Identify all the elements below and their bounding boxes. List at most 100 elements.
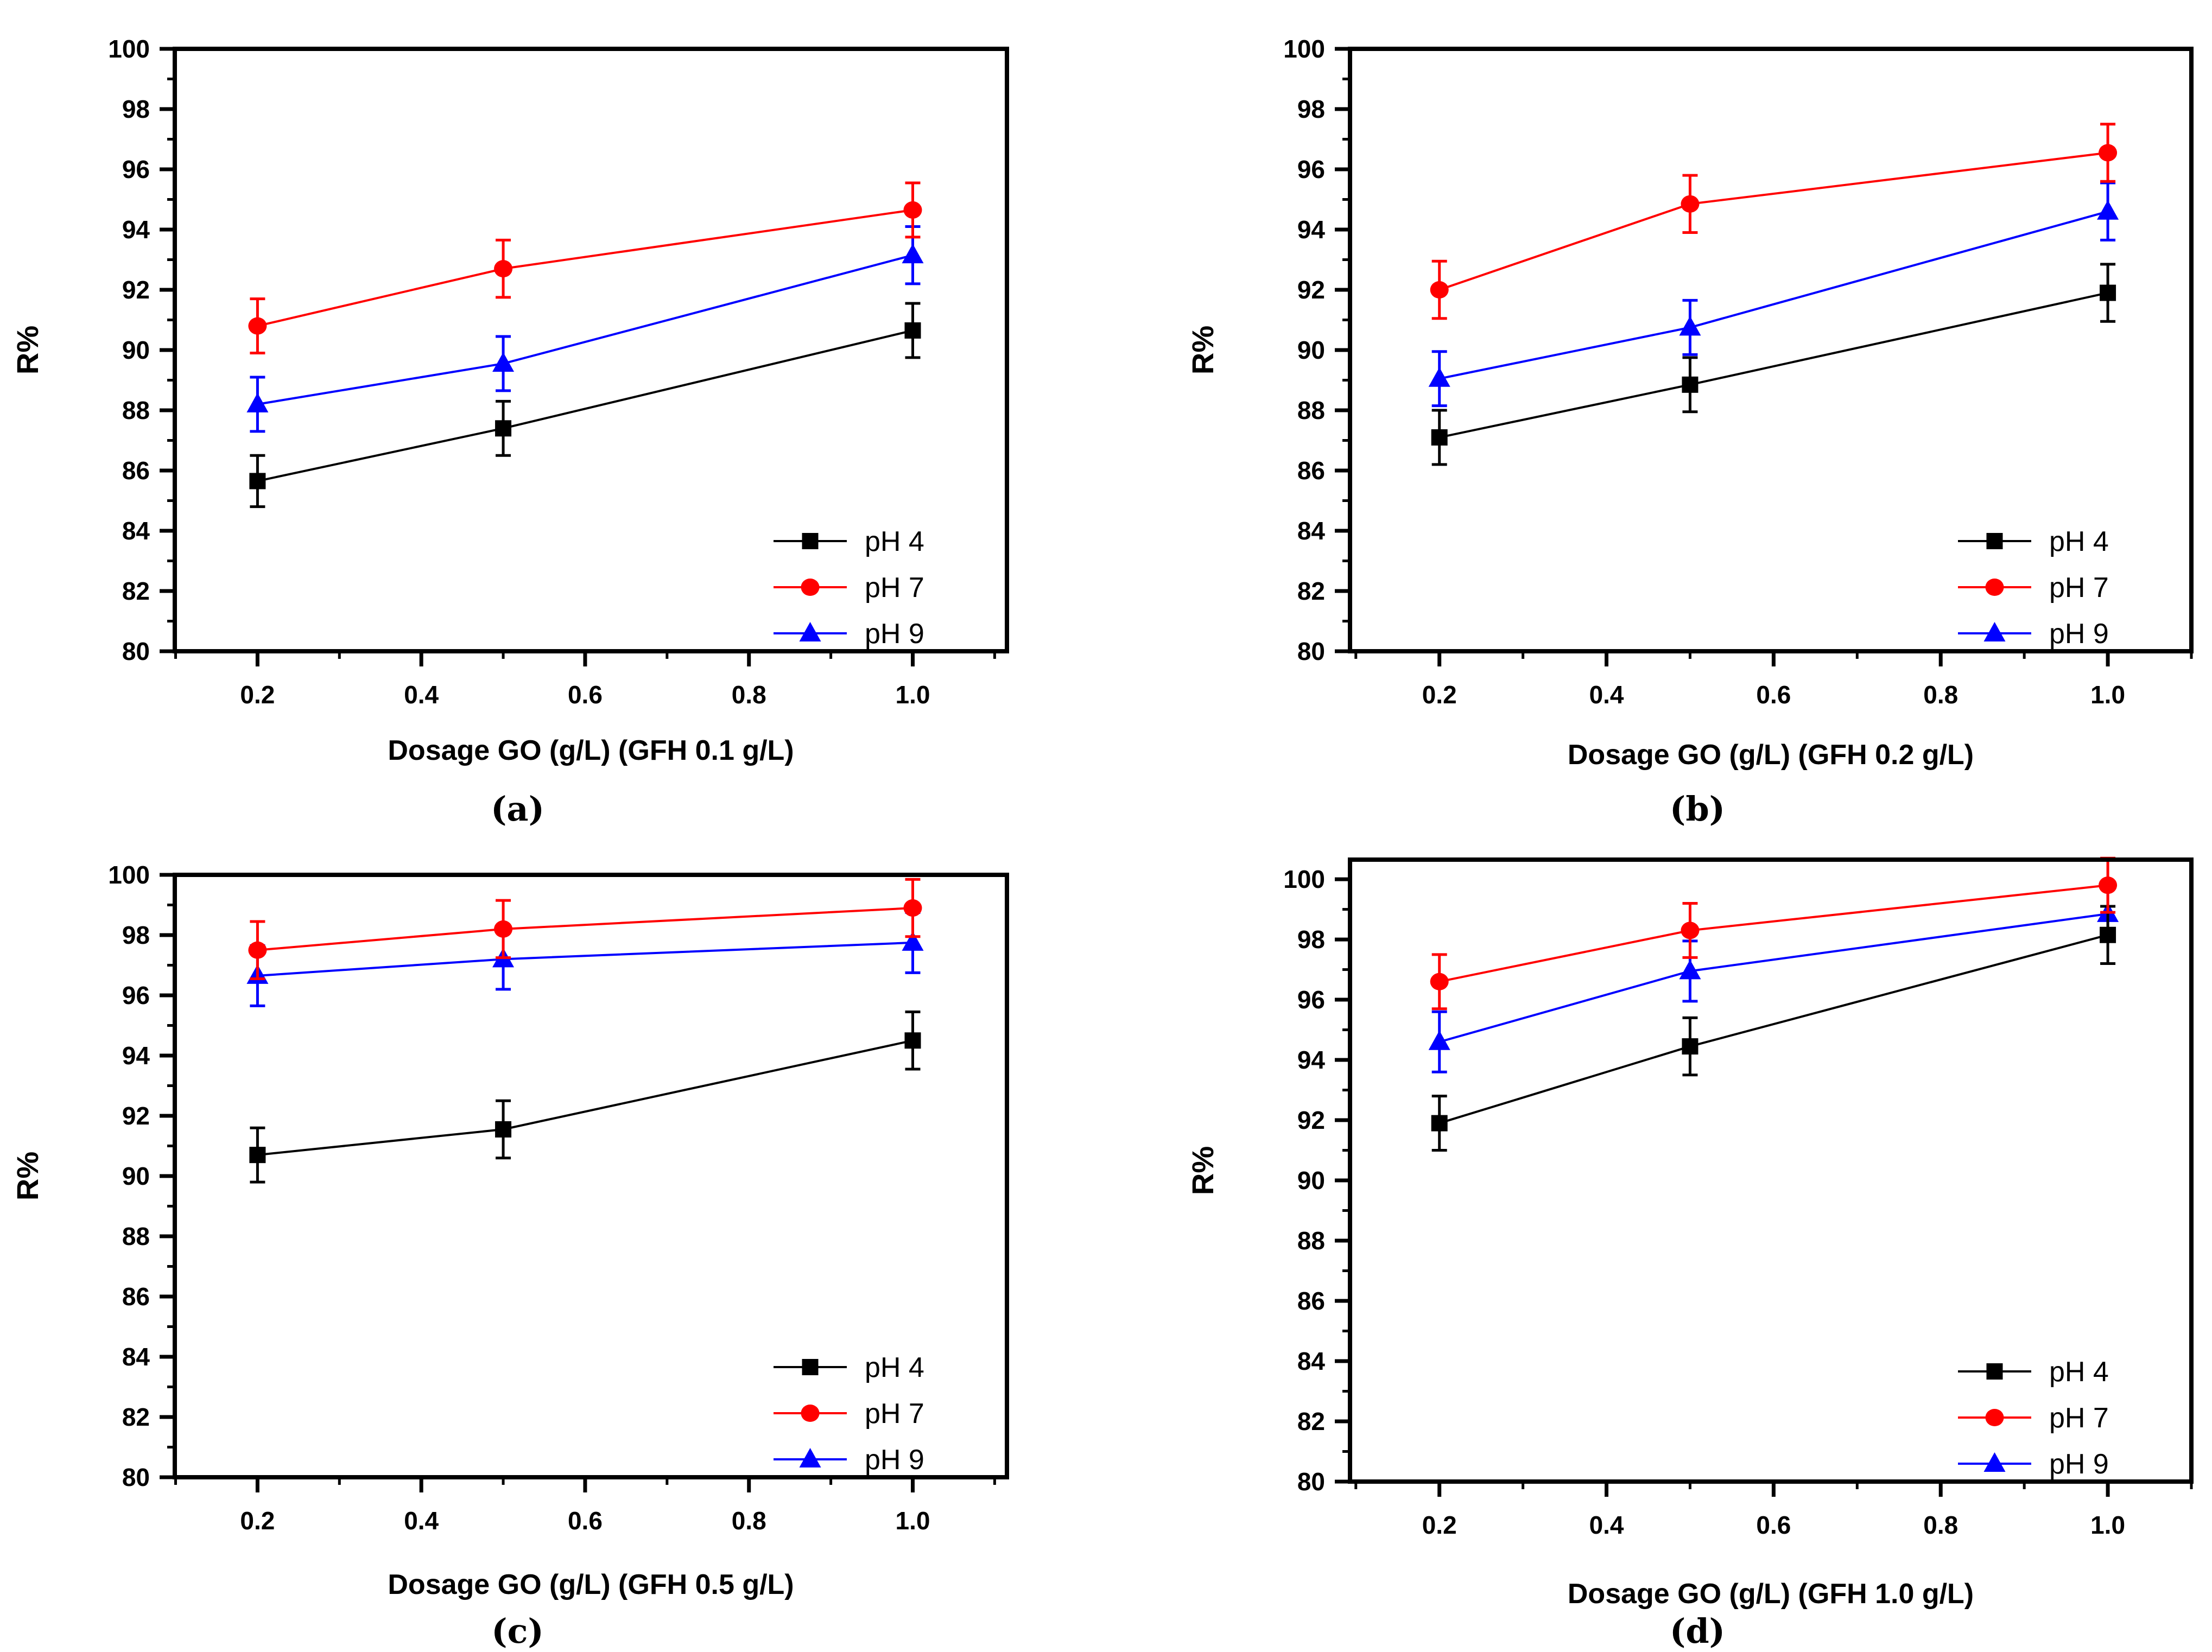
y-tick-label: 98 (1297, 95, 1325, 123)
y-tick-label: 82 (122, 1403, 150, 1431)
triangle-marker (1983, 622, 2006, 641)
triangle-marker (1679, 316, 1701, 336)
series-line (257, 208, 913, 327)
series-line (257, 941, 913, 977)
series-line (1439, 884, 2108, 983)
legend-item: pH 9 (1958, 618, 2109, 650)
square-marker (249, 1147, 266, 1164)
plot-frame (173, 873, 1009, 1479)
y-tick-label: 98 (1297, 925, 1325, 954)
y-tick-label: 96 (1297, 155, 1325, 183)
x-tick-label: 1.0 (896, 681, 930, 709)
triangle-marker (246, 392, 269, 412)
y-tick-label: 92 (122, 276, 150, 304)
x-tick-label: 1.0 (896, 1507, 930, 1535)
triangle-marker (1679, 960, 1701, 980)
legend-label: pH 9 (2049, 1448, 2109, 1480)
panel-caption: (a) (491, 789, 544, 829)
y-axis-title: R% (10, 326, 45, 374)
series-ph9 (1428, 181, 2119, 408)
legend-item: pH 7 (774, 572, 924, 603)
y-tick-label: 90 (1297, 336, 1325, 364)
y-tick-label: 92 (1297, 276, 1325, 304)
circle-marker (2099, 876, 2118, 894)
legend-item: pH 7 (1958, 1402, 2109, 1434)
circle-marker (1430, 281, 1449, 298)
series-ph7 (1430, 123, 2118, 320)
legend-label: pH 9 (865, 618, 924, 650)
legend-item: pH 4 (774, 1352, 924, 1383)
x-tick-label: 0.6 (1756, 681, 1791, 709)
x-tick-label: 0.2 (1422, 681, 1457, 709)
triangle-marker (2097, 200, 2119, 220)
square-marker (1682, 1038, 1698, 1055)
circle-marker (248, 941, 267, 959)
axes: 80 82 84 86 88 90 92 94 96 98 100 0.2 0.4 0.6 0.8 1.0 (108, 35, 996, 709)
y-tick-label: 96 (122, 981, 150, 1009)
square-marker (1431, 1115, 1448, 1132)
x-tick-label: 0.2 (240, 681, 275, 709)
y-tick-label: 84 (122, 517, 150, 545)
y-axis-title: R% (1186, 326, 1220, 374)
series-line (257, 254, 913, 405)
y-tick-label: 86 (122, 456, 150, 485)
plot-frame (173, 47, 1009, 653)
x-tick-label: 0.2 (240, 1507, 275, 1535)
legend-label: pH 4 (865, 1352, 924, 1383)
x-tick-label: 0.8 (1923, 681, 1958, 709)
y-tick-label: 88 (122, 396, 150, 424)
series-ph9 (1428, 887, 2119, 1073)
square-marker (2100, 926, 2116, 943)
square-marker (1986, 1363, 2003, 1380)
circle-marker (801, 1405, 820, 1422)
y-axis-title: R% (10, 1152, 45, 1200)
legend: pH 4 pH 7 pH 9 (1958, 526, 2109, 650)
y-tick-label: 98 (122, 921, 150, 949)
y-tick-label: 100 (108, 35, 150, 63)
y-tick-label: 100 (108, 861, 150, 889)
y-tick-label: 94 (1297, 1046, 1326, 1074)
x-tick-label: 0.6 (568, 681, 603, 709)
triangle-marker (902, 244, 924, 264)
y-tick-label: 82 (122, 577, 150, 605)
chart-gfh-0.1: 80 82 84 86 88 90 92 94 96 98 100 0.2 0.4 0.6 0.8 1.0 pH… (10, 35, 1009, 829)
panel-c: 80 82 84 86 88 90 92 94 96 98 100 0.2 0.4 0.6 0.8 1.0 pH… (0, 826, 1106, 1652)
triangle-marker (1428, 367, 1450, 387)
circle-marker (903, 899, 922, 917)
circle-marker (801, 579, 820, 596)
legend: pH 4 pH 7 pH 9 (774, 526, 924, 650)
panel-caption: (b) (1670, 789, 1725, 829)
legend-label: pH 4 (865, 526, 924, 557)
series-ph4 (1431, 263, 2116, 466)
series-line (257, 907, 913, 951)
legend-item: pH 9 (774, 1444, 924, 1476)
y-tick-label: 84 (1297, 1347, 1326, 1375)
circle-marker (494, 260, 513, 278)
legend-label: pH 7 (865, 1398, 924, 1429)
y-tick-label: 84 (1297, 517, 1326, 545)
legend-label: pH 9 (865, 1444, 924, 1476)
square-marker (1682, 376, 1698, 393)
y-tick-label: 80 (122, 637, 150, 665)
y-tick-label: 86 (122, 1282, 150, 1311)
triangle-marker (799, 622, 821, 641)
square-marker (802, 533, 819, 549)
legend-item: pH 7 (1958, 572, 2109, 603)
legend-item: pH 7 (774, 1398, 924, 1429)
x-axis-title: Dosage GO (g/L) (GFH 0.5 g/L) (388, 1569, 794, 1600)
square-marker (802, 1359, 819, 1375)
series-ph7 (248, 181, 922, 355)
panel-a: 80 82 84 86 88 90 92 94 96 98 100 0.2 0.4 0.6 0.8 1.0 pH… (0, 0, 1106, 829)
y-tick-label: 92 (1297, 1106, 1325, 1134)
x-tick-label: 0.8 (732, 1507, 766, 1535)
y-tick-label: 80 (122, 1463, 150, 1491)
square-marker (1431, 429, 1448, 446)
chart-gfh-1.0: 80 82 84 86 88 90 92 94 96 98 100 0.2 0.4 0.6 0.8 1.0 pH… (1186, 856, 2194, 1651)
series-line (257, 1039, 913, 1157)
x-tick-label: 0.6 (1756, 1511, 1791, 1539)
panel-b: 80 82 84 86 88 90 92 94 96 98 100 0.2 0.4 0.6 0.8 1.0 pH… (1106, 0, 2212, 829)
x-tick-label: 0.8 (732, 681, 766, 709)
y-tick-label: 94 (122, 1041, 150, 1070)
series-ph4 (249, 1011, 921, 1184)
